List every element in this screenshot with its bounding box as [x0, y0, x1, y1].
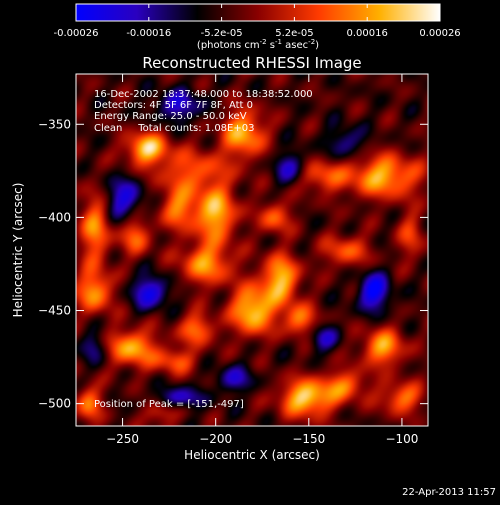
- footer-timestamp: 22-Apr-2013 11:57: [402, 487, 496, 498]
- colorbar-tick-label: 5.2e-05: [275, 28, 313, 39]
- plot-area: −250 −200 −150 −100 −500 −450 −400 −350: [38, 73, 429, 446]
- y-tick-label: −500: [38, 397, 71, 411]
- colorbar-ticks: -0.00026 -0.00016 -5.2e-05 5.2e-05 0.00016 0.…: [54, 4, 461, 39]
- chart-title: Reconstructed RHESSI Image: [142, 54, 361, 72]
- x-tick-label: −200: [199, 432, 232, 446]
- colorbar-tick-label: 0.00016: [347, 28, 388, 39]
- info-line-detectors: Detectors: 4F 5F 6F 7F 8F, Att 0: [94, 100, 253, 111]
- heatmap-image: [76, 74, 428, 426]
- colorbar-tick-label: -0.00016: [126, 28, 171, 39]
- colorbar-tick-label: -0.00026: [54, 28, 99, 39]
- info-line-time: 16-Dec-2002 18:37:48.000 to 18:38:52.000: [94, 89, 313, 100]
- x-axis-label: Heliocentric X (arcsec): [184, 448, 320, 462]
- x-tick-label: −100: [385, 432, 418, 446]
- plot-frame: [75, 73, 429, 427]
- info-line-clean: Clean Total counts: 1.08E+03: [94, 123, 254, 134]
- y-axis-label: Heliocentric Y (arcsec): [11, 183, 25, 318]
- x-tick-label: −150: [292, 432, 325, 446]
- colorbar: -0.00026 -0.00016 -5.2e-05 5.2e-05 0.00016 0.…: [54, 3, 461, 51]
- peak-label: Position of Peak = [-151,-497]: [94, 399, 244, 410]
- y-tick-label: −350: [38, 117, 71, 131]
- colorbar-tick-label: -5.2e-05: [201, 28, 243, 39]
- colorbar-gradient: [75, 3, 441, 22]
- x-tick-label: −250: [106, 432, 139, 446]
- y-tick-label: −450: [38, 304, 71, 318]
- colorbar-tick-label: 0.00026: [419, 28, 460, 39]
- y-tick-label: −400: [38, 210, 71, 224]
- colorbar-units: (photons cm-2 s-1 asec-2): [197, 38, 319, 51]
- info-line-energy: Energy Range: 25.0 - 50.0 keV: [94, 111, 247, 122]
- axis-ticks: −250 −200 −150 −100 −500 −450 −400 −350: [38, 74, 428, 446]
- info-block: 16-Dec-2002 18:37:48.000 to 18:38:52.000…: [94, 89, 313, 134]
